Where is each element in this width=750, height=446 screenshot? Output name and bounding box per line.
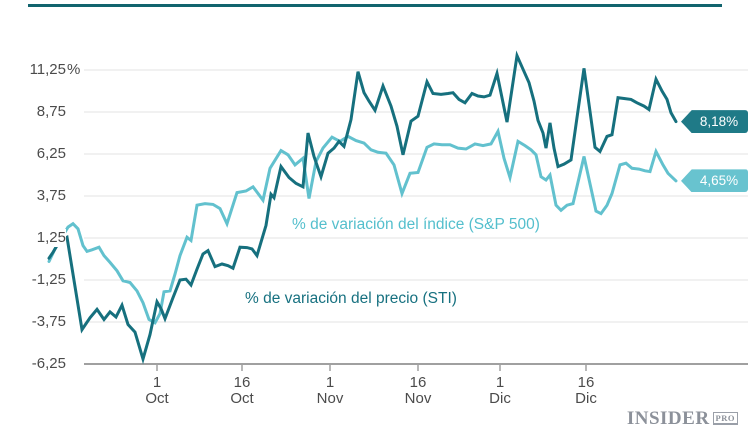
y-axis-label: 6,25 xyxy=(0,145,66,163)
y-axis-label: 3,75 xyxy=(0,187,66,205)
legend-sti-label: % de variación del precio (STI) xyxy=(245,290,457,307)
x-axis-tick-label: 16 Oct xyxy=(202,375,282,407)
logo-insider: INSIDER xyxy=(626,408,710,429)
y-axis-unit: % xyxy=(67,61,81,78)
x-axis-tick-label: 1 Dic xyxy=(460,375,540,407)
y-axis-label: 8,75 xyxy=(0,103,66,121)
tick-day: 16 xyxy=(409,374,427,391)
x-axis-tick-label: 1 Oct xyxy=(117,375,197,407)
logo-pro: PRO xyxy=(712,412,738,425)
tick-day: 1 xyxy=(325,374,335,391)
y-axis-label: 11,25% xyxy=(0,61,80,79)
tick-month: Oct xyxy=(230,390,254,407)
legend-sp500-label: % de variación del índice (S&P 500) xyxy=(292,216,540,233)
tick-month: Oct xyxy=(145,390,169,407)
value-tag-sti: 8,18% xyxy=(681,110,748,134)
y-axis-label: -1,25 xyxy=(0,271,66,289)
y-axis-label: -3,75 xyxy=(0,313,66,331)
value-tag-sp500: 4,65% xyxy=(681,169,748,193)
tick-day: 1 xyxy=(495,374,505,391)
tick-month: Dic xyxy=(489,390,511,407)
y-axis-label: 1,25 xyxy=(0,229,66,247)
series-line-sti xyxy=(47,50,678,365)
tick-day: 16 xyxy=(577,374,595,391)
logo: INSIDER PRO xyxy=(627,408,738,430)
tick-month: Nov xyxy=(404,390,432,407)
x-axis-tick-label: 1 Nov xyxy=(290,375,370,407)
tick-day: 16 xyxy=(233,374,251,391)
x-axis-tick-label: 16 Dic xyxy=(546,375,626,407)
x-axis-tick-label: 16 Nov xyxy=(378,375,458,407)
tick-month: Nov xyxy=(316,390,344,407)
tick-month: Dic xyxy=(575,390,597,407)
series-line-sp500 xyxy=(47,127,678,325)
tick-day: 1 xyxy=(152,374,162,391)
y-axis-label: -6,25 xyxy=(0,355,66,373)
top-rule xyxy=(28,4,722,7)
